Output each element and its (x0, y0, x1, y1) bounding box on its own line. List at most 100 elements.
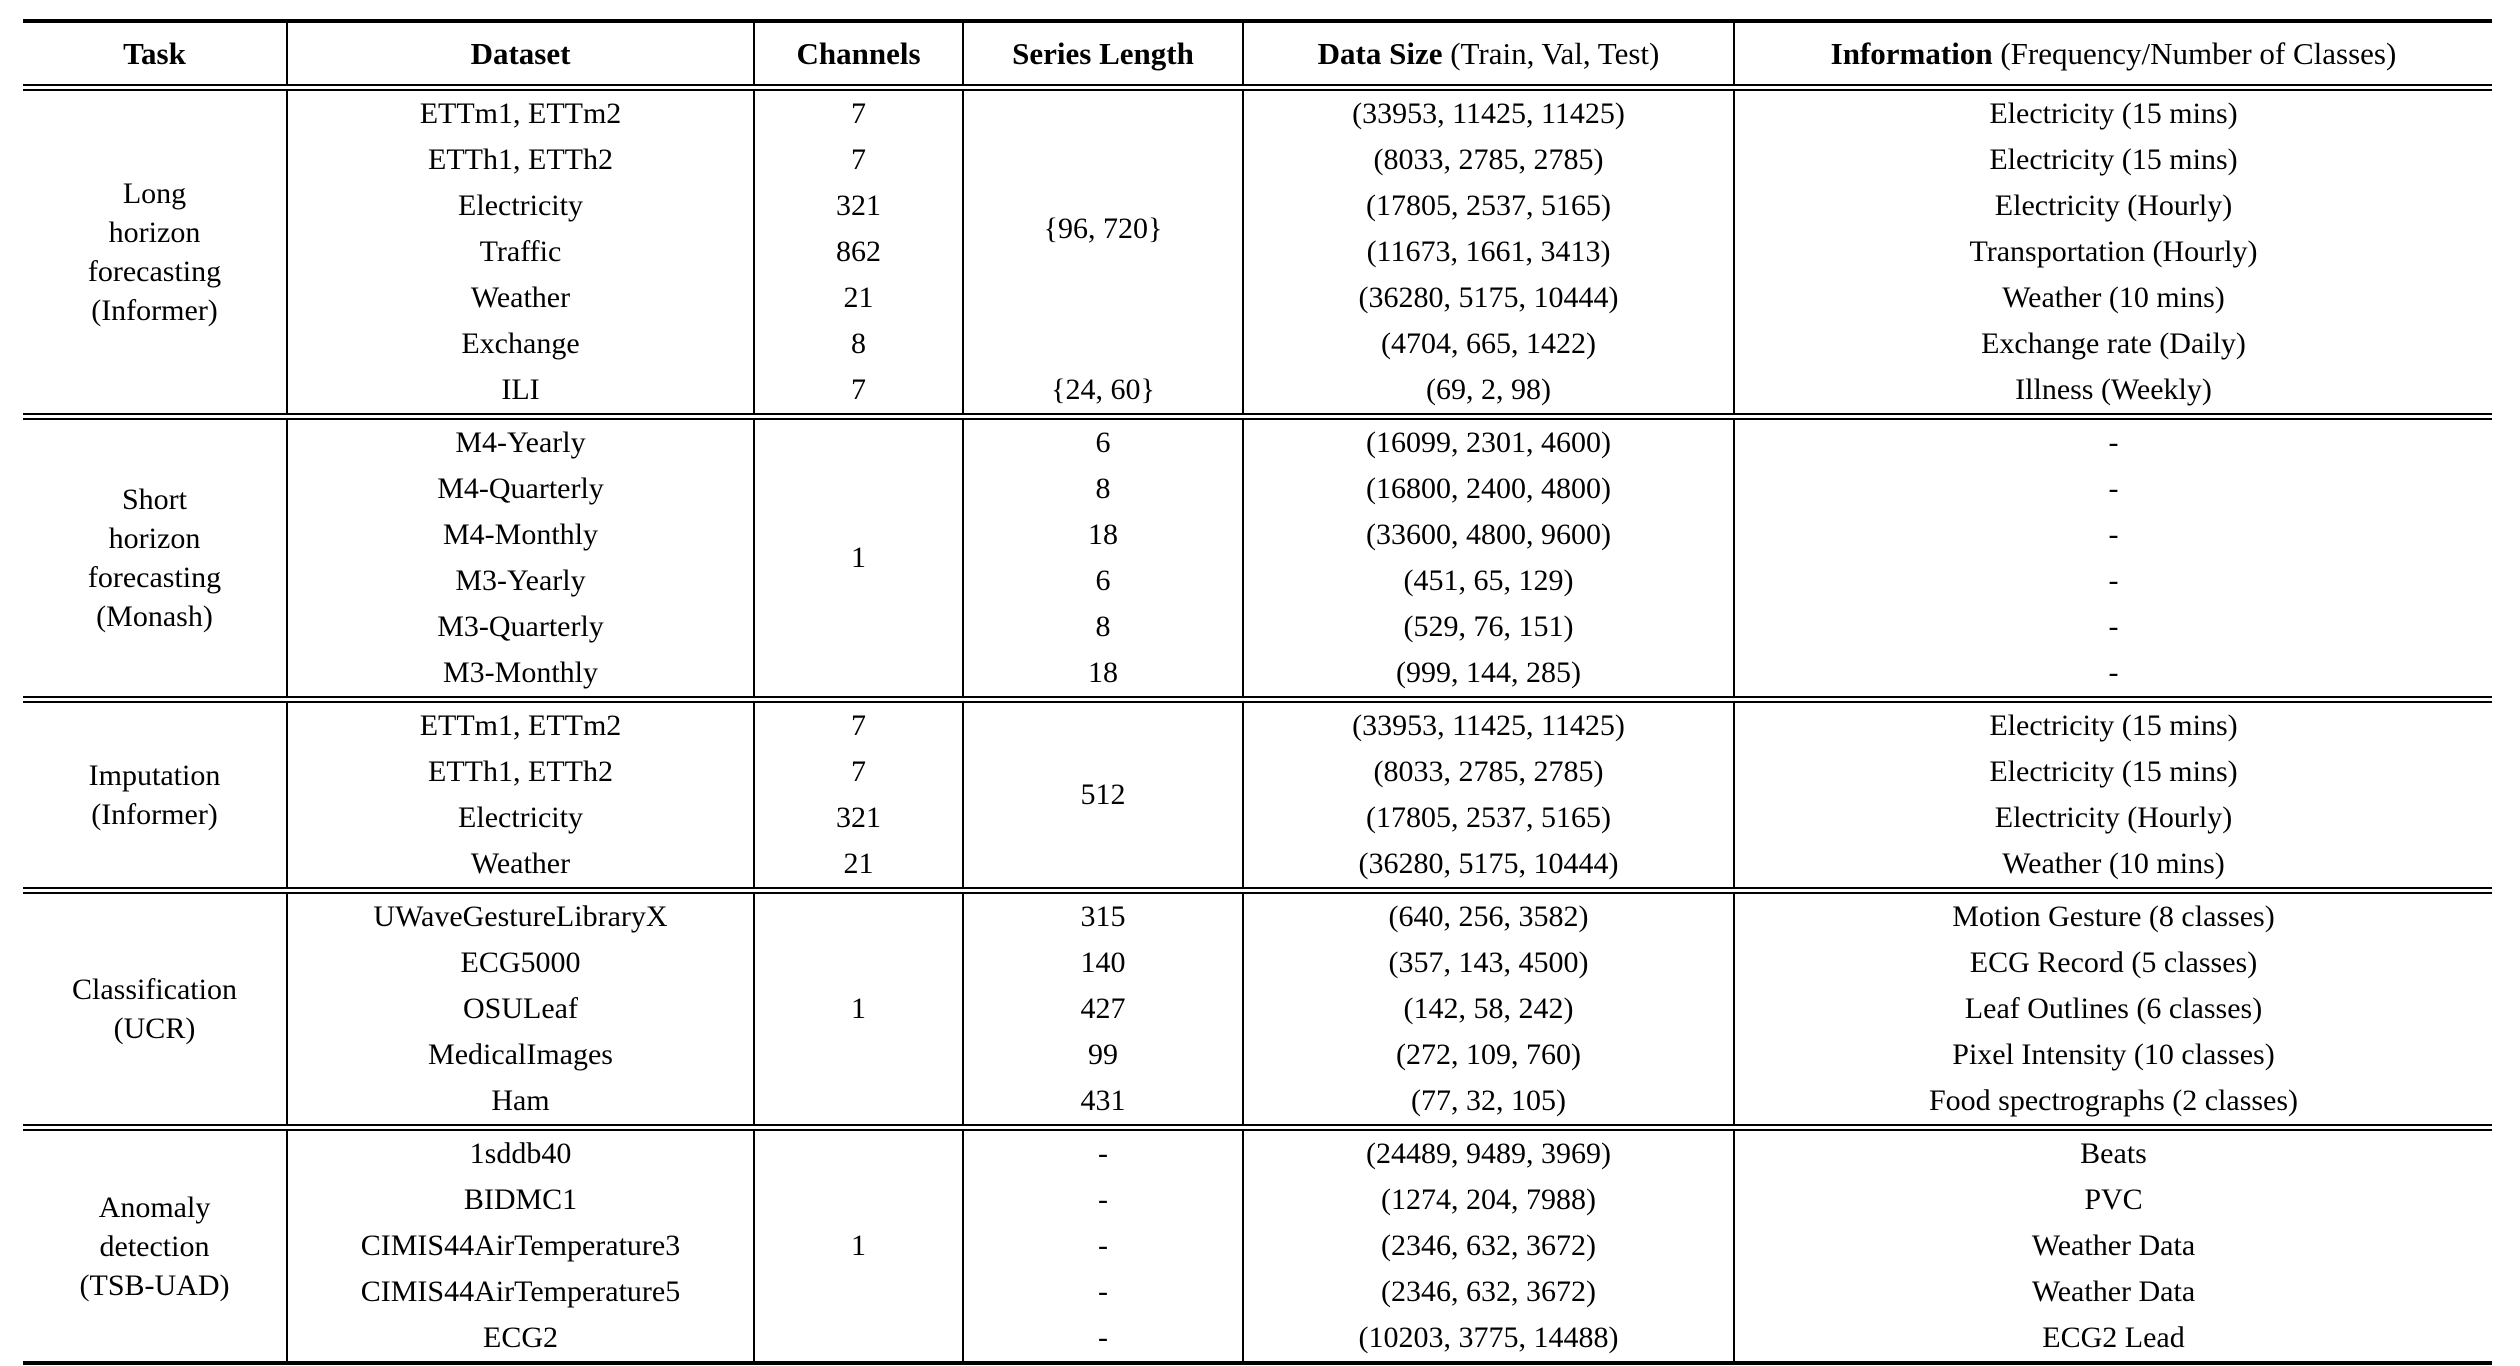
info-value: - (2108, 610, 2119, 643)
task-line: (Informer) (91, 798, 218, 831)
series-value: {96, 720} (1043, 212, 1163, 245)
task-line: (UCR) (113, 1012, 196, 1045)
series-value: 18 (1088, 656, 1118, 689)
header-information-label: Information (1830, 35, 1993, 71)
header-information: Information (Frequency/Number of Classes… (1733, 23, 2492, 84)
header-task: Task (23, 23, 286, 84)
header-channels: Channels (753, 23, 962, 84)
dataset-value: Electricity (458, 801, 583, 834)
series-value: - (1098, 1321, 1108, 1354)
info-value: Illness (Weekly) (2015, 373, 2212, 406)
section-divider-rule (23, 413, 2492, 420)
channels-value: 321 (836, 801, 881, 834)
task-line: Anomaly (98, 1190, 211, 1224)
series-value: 431 (1080, 1084, 1126, 1117)
size-value: (77, 32, 105) (1411, 1084, 1566, 1117)
info-value: ECG2 Lead (2042, 1321, 2185, 1354)
size-value: (529, 76, 151) (1403, 610, 1574, 643)
info-value: Motion Gesture (8 classes) (1952, 900, 2275, 933)
table-top-rule (23, 19, 2492, 23)
dataset-column: 1sddb40 BIDMC1 CIMIS44AirTemperature3 CIMIS… (286, 1131, 753, 1361)
size-value: (16800, 2400, 4800) (1366, 472, 1611, 505)
size-value: (24489, 9489, 3969) (1366, 1137, 1611, 1170)
size-value: (17805, 2537, 5165) (1366, 801, 1611, 834)
channels-column: 7 7 321 862 21 8 7 (753, 91, 962, 413)
size-value: (4704, 665, 1422) (1381, 327, 1596, 360)
table-bottom-rule (23, 1361, 2492, 1365)
channels-column: 1 (753, 420, 962, 696)
channels-value: 862 (836, 235, 881, 268)
series-column: 6 8 18 6 8 18 (962, 420, 1242, 696)
dataset-value: Weather (470, 847, 571, 880)
table-section: Classification (UCR) UWaveGestureLibraryX E… (23, 894, 2492, 1124)
size-value: (2346, 632, 3672) (1381, 1229, 1596, 1262)
channels-value: 321 (836, 189, 881, 222)
info-column: Motion Gesture (8 classes) ECG Record (5 … (1733, 894, 2492, 1124)
header-data-size: Data Size (Train, Val, Test) (1242, 23, 1733, 84)
dataset-value: Exchange (461, 327, 580, 360)
task-line: Imputation (88, 759, 221, 792)
table-section: Anomaly detection (TSB-UAD) 1sddb40 BIDMC1 CI… (23, 1131, 2492, 1361)
size-value: (357, 143, 4500) (1388, 946, 1589, 979)
channels-value: 7 (851, 97, 866, 130)
info-value: Electricity (15 mins) (1989, 97, 2238, 130)
dataset-value: Traffic (479, 235, 562, 268)
size-value: (451, 65, 129) (1403, 564, 1574, 597)
info-value: Electricity (Hourly) (1994, 189, 2233, 222)
task-line: (TSB-UAD) (79, 1268, 230, 1302)
header-channels-label: Channels (796, 35, 921, 71)
task-cell: Imputation (Informer) (23, 703, 286, 887)
info-value: Electricity (Hourly) (1994, 801, 2233, 834)
series-column: - - - - - (962, 1131, 1242, 1361)
header-bottom-rule (23, 84, 2492, 91)
size-column: (16099, 2301, 4600) (16800, 2400, 4800) (3… (1242, 420, 1733, 696)
task-cell: Anomaly detection (TSB-UAD) (23, 1131, 286, 1361)
section-divider-rule (23, 1124, 2492, 1131)
task-cell: Classification (UCR) (23, 894, 286, 1124)
info-value: - (2108, 518, 2119, 551)
size-value: (272, 109, 760) (1396, 1038, 1581, 1071)
info-value: PVC (2084, 1183, 2143, 1216)
task-line: (Informer) (91, 294, 218, 327)
section-divider-rule (23, 696, 2492, 703)
info-value: Pixel Intensity (10 classes) (1952, 1038, 2275, 1071)
size-column: (640, 256, 3582) (357, 143, 4500) (142, 58… (1242, 894, 1733, 1124)
header-series-length: Series Length (962, 23, 1242, 84)
size-value: (640, 256, 3582) (1388, 900, 1589, 933)
info-value: - (2108, 656, 2119, 689)
size-value: (142, 58, 242) (1403, 992, 1574, 1025)
task-line: Classification (72, 973, 237, 1006)
info-value: Food spectrographs (2 classes) (1928, 1084, 2299, 1117)
task-line: (Monash) (96, 600, 213, 633)
section-divider-rule (23, 887, 2492, 894)
channels-value: 1 (851, 541, 866, 574)
series-value: 512 (1080, 778, 1126, 811)
info-value: Electricity (15 mins) (1989, 755, 2238, 788)
channels-column: 1 (753, 1131, 962, 1361)
dataset-column: UWaveGestureLibraryX ECG5000 OSULeaf Medica… (286, 894, 753, 1124)
series-value: 427 (1080, 992, 1126, 1025)
channels-value: 1 (851, 992, 866, 1025)
info-value: Electricity (15 mins) (1989, 709, 2238, 742)
datasets-summary-table: Task Dataset Channels Series Length Data… (23, 19, 2492, 1365)
info-column: Beats PVC Weather Data Weather Data ECG2 Lea… (1733, 1131, 2492, 1361)
info-value: Weather Data (2031, 1229, 2196, 1262)
channels-value: 21 (843, 847, 874, 880)
series-value: - (1098, 1229, 1108, 1262)
size-value: (33953, 11425, 11425) (1352, 709, 1625, 742)
series-column: 512 (962, 703, 1242, 887)
dataset-value: M4-Monthly (442, 518, 598, 551)
info-value: - (2108, 564, 2119, 597)
dataset-value: M4-Quarterly (437, 472, 604, 505)
channels-value: 7 (851, 143, 866, 176)
size-value: (36280, 5175, 10444) (1358, 847, 1619, 880)
info-value: ECG Record (5 classes) (1969, 946, 2258, 979)
info-value: Beats (2080, 1137, 2147, 1170)
info-value: - (2108, 426, 2119, 459)
dataset-value: M4-Yearly (455, 426, 586, 459)
dataset-value: ETTh1, ETTh2 (428, 755, 613, 788)
task-cell: Short horizon forecasting (Monash) (23, 420, 286, 696)
task-cell: Long horizon forecasting (Informer) (23, 91, 286, 413)
info-column: - - - - - - (1733, 420, 2492, 696)
task-line: Long (122, 177, 187, 210)
